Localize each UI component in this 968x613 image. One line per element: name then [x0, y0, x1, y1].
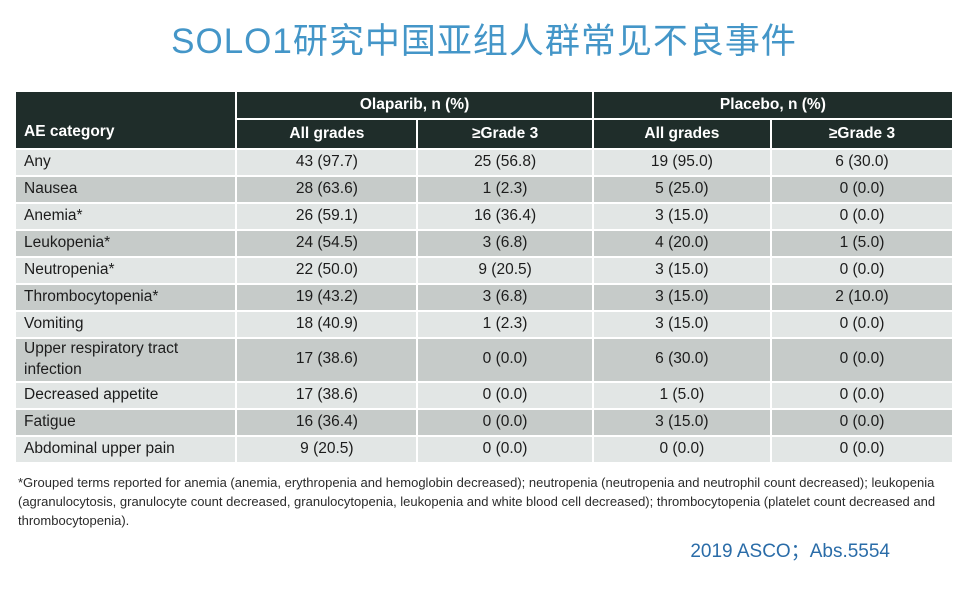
value-cell: 43 (97.7) — [235, 148, 419, 177]
value-cell: 0 (0.0) — [770, 310, 954, 339]
table-row: Vomiting 18 (40.9) 1 (2.3) 3 (15.0) 0 (0.0) — [13, 310, 954, 339]
value-cell: 0 (0.0) — [416, 434, 594, 464]
table-row: Anemia* 26 (59.1) 16 (36.4) 3 (15.0) 0 (0.0) — [13, 202, 954, 231]
value-cell: 3 (15.0) — [591, 256, 773, 285]
ae-category-cell: Thrombocytopenia* — [13, 283, 238, 312]
table-row: Abdominal upper pain 9 (20.5) 0 (0.0) 0 (0.… — [13, 434, 954, 464]
value-cell: 28 (63.6) — [235, 175, 419, 204]
ae-category-cell: Leukopenia* — [13, 229, 238, 258]
table-row: Any 43 (97.7) 25 (56.8) 19 (95.0) 6 (30.0) — [13, 148, 954, 177]
column-subheader: ≥Grade 3 — [416, 118, 594, 150]
column-header-ae-category: AE category — [13, 90, 238, 150]
table-body: Any 43 (97.7) 25 (56.8) 19 (95.0) 6 (30.0) Na… — [13, 148, 954, 464]
value-cell: 3 (15.0) — [591, 310, 773, 339]
value-cell: 1 (5.0) — [770, 229, 954, 258]
value-cell: 2 (10.0) — [770, 283, 954, 312]
ae-category-cell: Neutropenia* — [13, 256, 238, 285]
value-cell: 3 (15.0) — [591, 202, 773, 231]
value-cell: 0 (0.0) — [416, 380, 594, 410]
table-row: Nausea 28 (63.6) 1 (2.3) 5 (25.0) 0 (0.0) — [13, 175, 954, 204]
column-subheader: All grades — [591, 118, 773, 150]
value-cell: 0 (0.0) — [770, 202, 954, 231]
sub-header-row: All grades ≥Grade 3 All grades ≥Grade 3 — [15, 118, 954, 150]
ae-category-cell: Any — [13, 148, 238, 177]
value-cell: 3 (15.0) — [591, 283, 773, 312]
value-cell: 26 (59.1) — [235, 202, 419, 231]
value-cell: 0 (0.0) — [591, 434, 773, 464]
value-cell: 6 (30.0) — [770, 148, 954, 177]
value-cell: 3 (6.8) — [416, 229, 594, 258]
value-cell: 19 (95.0) — [591, 148, 773, 177]
footnote: *Grouped terms reported for anemia (anem… — [18, 475, 936, 528]
value-cell: 17 (38.6) — [235, 337, 419, 383]
adverse-events-table: AE category Olaparib, n (%) Placebo, n (… — [13, 90, 955, 464]
value-cell: 16 (36.4) — [235, 407, 419, 437]
column-subheader: All grades — [235, 118, 419, 150]
table-row: Neutropenia* 22 (50.0) 9 (20.5) 3 (15.0) 0 (… — [13, 256, 954, 285]
citation: 2019 ASCO；Abs.5554 — [690, 541, 890, 562]
value-cell: 17 (38.6) — [235, 380, 419, 410]
value-cell: 19 (43.2) — [235, 283, 419, 312]
ae-category-cell: Decreased appetite — [13, 380, 238, 410]
value-cell: 0 (0.0) — [416, 337, 594, 383]
value-cell: 5 (25.0) — [591, 175, 773, 204]
value-cell: 0 (0.0) — [416, 407, 594, 437]
table-row: Decreased appetite 17 (38.6) 0 (0.0) 1 (5.0… — [13, 380, 954, 410]
value-cell: 0 (0.0) — [770, 256, 954, 285]
value-cell: 4 (20.0) — [591, 229, 773, 258]
value-cell: 3 (15.0) — [591, 407, 773, 437]
value-cell: 0 (0.0) — [770, 175, 954, 204]
page-title: SOLO1研究中国亚组人群常见不良事件 — [171, 22, 797, 61]
value-cell: 18 (40.9) — [235, 310, 419, 339]
value-cell: 6 (30.0) — [591, 337, 773, 383]
value-cell: 25 (56.8) — [416, 148, 594, 177]
ae-category-cell: Fatigue — [13, 407, 238, 437]
table-row: Thrombocytopenia* 19 (43.2) 3 (6.8) 3 (15.0… — [13, 283, 954, 312]
ae-category-cell: Abdominal upper pain — [13, 434, 238, 464]
ae-category-cell: Vomiting — [13, 310, 238, 339]
group-header-row: AE category Olaparib, n (%) Placebo, n (… — [13, 90, 955, 150]
value-cell: 0 (0.0) — [770, 380, 954, 410]
table-row: Fatigue 16 (36.4) 0 (0.0) 3 (15.0) 0 (0.0) — [13, 407, 954, 437]
column-group-olaparib: Olaparib, n (%) — [235, 90, 594, 120]
ae-category-cell: Anemia* — [13, 202, 238, 231]
value-cell: 22 (50.0) — [235, 256, 419, 285]
value-cell: 3 (6.8) — [416, 283, 594, 312]
value-cell: 9 (20.5) — [235, 434, 419, 464]
column-subheader: ≥Grade 3 — [770, 118, 954, 150]
column-group-placebo: Placebo, n (%) — [591, 90, 955, 120]
value-cell: 0 (0.0) — [770, 434, 954, 464]
value-cell: 0 (0.0) — [770, 407, 954, 437]
value-cell: 16 (36.4) — [416, 202, 594, 231]
value-cell: 24 (54.5) — [235, 229, 419, 258]
value-cell: 1 (5.0) — [591, 380, 773, 410]
ae-category-cell: Nausea — [13, 175, 238, 204]
table-header: AE category Olaparib, n (%) Placebo, n (… — [13, 90, 955, 150]
value-cell: 1 (2.3) — [416, 175, 594, 204]
table-row: Leukopenia* 24 (54.5) 3 (6.8) 4 (20.0) 1 (5.… — [13, 229, 954, 258]
value-cell: 9 (20.5) — [416, 256, 594, 285]
ae-category-cell: Upper respiratory tract infection — [13, 337, 238, 383]
table-row: Upper respiratory tract infection 17 (38.… — [13, 337, 954, 383]
value-cell: 1 (2.3) — [416, 310, 594, 339]
value-cell: 0 (0.0) — [770, 337, 954, 383]
